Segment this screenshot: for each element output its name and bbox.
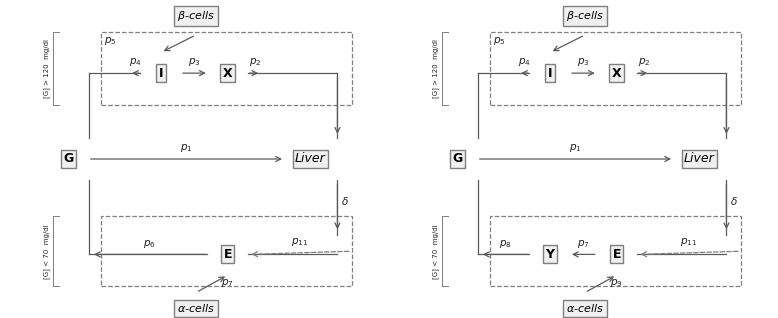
Text: Liver: Liver [295, 153, 326, 165]
Text: I: I [548, 67, 552, 80]
Bar [489, 216, 741, 286]
Text: $p_4$: $p_4$ [129, 56, 142, 68]
Text: $p_5$: $p_5$ [103, 35, 116, 47]
Text: Liver: Liver [684, 153, 715, 165]
Text: $p_2$: $p_2$ [637, 56, 650, 68]
Text: $p_{11}$: $p_{11}$ [292, 236, 309, 248]
Text: $\beta$-cells: $\beta$-cells [177, 9, 215, 23]
Text: $p_7$: $p_7$ [577, 238, 590, 250]
Text: $p_5$: $p_5$ [492, 35, 505, 47]
Text: $p_{11}$: $p_{11}$ [681, 236, 698, 248]
Text: G: G [64, 153, 74, 165]
Text: I: I [159, 67, 163, 80]
Bar [489, 32, 741, 105]
Text: [G] < 70  mg/dl: [G] < 70 mg/dl [432, 224, 439, 279]
Bar [100, 216, 352, 286]
Text: [G] > 120  mg/dl: [G] > 120 mg/dl [43, 39, 50, 98]
Text: [G] < 70  mg/dl: [G] < 70 mg/dl [43, 224, 50, 279]
Text: $p_3$: $p_3$ [188, 56, 201, 68]
Text: $p_2$: $p_2$ [248, 56, 261, 68]
Text: $p_4$: $p_4$ [518, 56, 531, 68]
Bar [100, 32, 352, 105]
Text: $p_3$: $p_3$ [577, 56, 590, 68]
Text: $\alpha$-cells: $\alpha$-cells [566, 302, 604, 315]
Text: $p_6$: $p_6$ [143, 238, 156, 250]
Text: X: X [223, 67, 233, 80]
Text: $p_9$: $p_9$ [611, 277, 623, 289]
Text: X: X [612, 67, 622, 80]
Text: [G] > 120  mg/dl: [G] > 120 mg/dl [432, 39, 439, 98]
Text: E: E [223, 248, 232, 261]
Text: $\alpha$-cells: $\alpha$-cells [177, 302, 215, 315]
Text: G: G [453, 153, 463, 165]
Text: $p_1$: $p_1$ [569, 142, 582, 154]
Text: E: E [612, 248, 621, 261]
Text: $p_1$: $p_1$ [180, 142, 193, 154]
Text: Y: Y [545, 248, 555, 261]
Text: $p_8$: $p_8$ [499, 238, 512, 250]
Text: $\delta$: $\delta$ [730, 195, 738, 207]
Text: $\delta$: $\delta$ [341, 195, 349, 207]
Text: $p_7$: $p_7$ [222, 277, 234, 289]
Text: $\beta$-cells: $\beta$-cells [566, 9, 604, 23]
